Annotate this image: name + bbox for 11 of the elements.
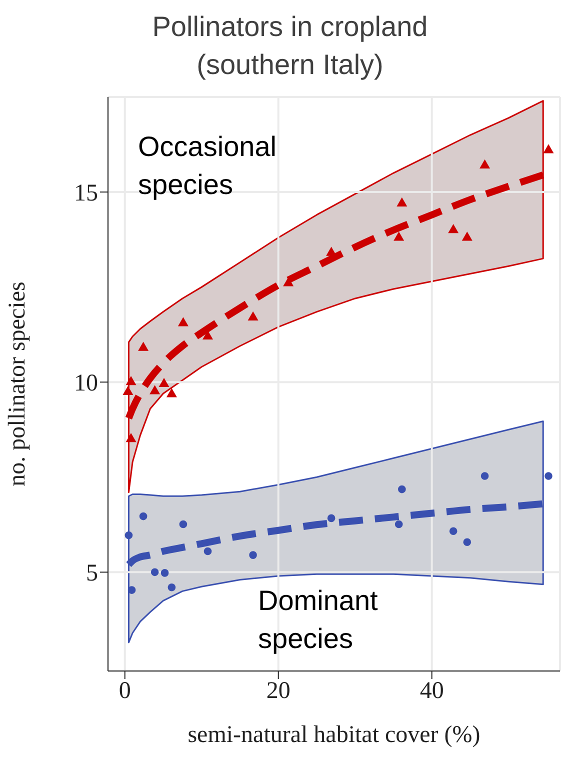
chart-title: Pollinators in cropland (southern Italy) <box>151 10 429 82</box>
x-tick-label: 20 <box>266 678 290 704</box>
annotation: Occasional species <box>138 130 278 202</box>
x-tick-label: 40 <box>420 678 444 704</box>
y-axis-title: no. pollinator species <box>4 282 31 486</box>
annotation: Dominant species <box>258 584 379 656</box>
x-axis-title: semi-natural habitat cover (%) <box>188 722 480 748</box>
y-tick-label: 5 <box>86 560 98 587</box>
y-tick-label: 15 <box>74 180 98 207</box>
x-tick-label: 0 <box>118 678 131 704</box>
y-tick-label: 10 <box>74 370 98 397</box>
